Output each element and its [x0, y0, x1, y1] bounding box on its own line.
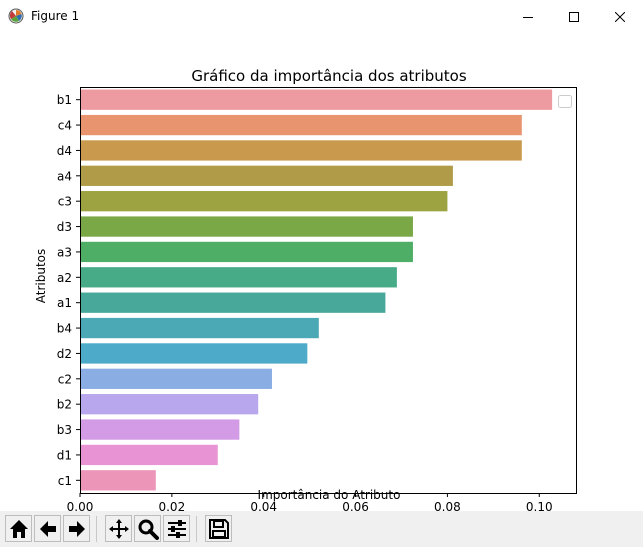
x-tick-label: 0.10: [526, 500, 553, 511]
zoom-icon: [138, 519, 159, 540]
close-button[interactable]: [597, 0, 643, 33]
bar-b4: [80, 317, 319, 339]
save-icon: [208, 518, 229, 539]
bar-a3: [80, 241, 413, 263]
window-titlebar: Figure 1: [0, 0, 643, 34]
y-tick-label: b2: [57, 398, 72, 412]
maximize-icon: [569, 11, 579, 22]
y-tick-label: d1: [57, 448, 72, 462]
minimize-button[interactable]: [505, 0, 551, 33]
y-tick-label: c3: [58, 195, 72, 209]
y-tick-label: d4: [57, 144, 72, 158]
y-tick-label: b3: [57, 423, 72, 437]
y-axis-ticks: b1 c4 d4 a4 c3 d3 a3 a2 a1 b4 d2 c2 b2 b3 d1 c1: [57, 93, 80, 488]
chart-title: Gráfico da importância dos atributos: [191, 67, 466, 85]
bar-a1: [80, 292, 386, 313]
bar-a4: [80, 165, 453, 186]
y-tick-label: a2: [57, 271, 72, 285]
legend-box: [558, 95, 572, 108]
bar-chart: Gráfico da importância dos atributos b1 c…: [34, 67, 577, 514]
y-tick-label: d2: [57, 347, 72, 361]
x-axis-label: Importância do Atributo: [258, 488, 401, 502]
bar-c1: [80, 470, 156, 491]
bars-group: [80, 89, 553, 491]
x-tick-label: 0.04: [250, 500, 277, 511]
axes-frame: [80, 87, 577, 494]
toolbar-separator: [96, 516, 97, 542]
bar-d2: [80, 343, 308, 364]
y-tick-label: d3: [57, 220, 72, 234]
y-tick-label: b4: [57, 322, 72, 336]
bar-c2: [80, 368, 272, 389]
pan-icon: [108, 518, 129, 539]
window-title: Figure 1: [31, 9, 80, 23]
maximize-button[interactable]: [551, 0, 597, 33]
back-button[interactable]: [34, 515, 61, 542]
bar-b1: [80, 89, 553, 110]
x-tick-label: 0.02: [158, 500, 185, 511]
y-axis-label: Atributos: [34, 249, 48, 304]
x-tick-label: 0.08: [434, 500, 461, 511]
forward-icon: [68, 520, 85, 537]
figure-canvas: Gráfico da importância dos atributos b1 c…: [0, 33, 643, 514]
configure-subplots-button[interactable]: [163, 515, 190, 542]
x-tick-label: 0.06: [342, 500, 369, 511]
bar-d3: [80, 216, 413, 237]
y-tick-label: c4: [58, 119, 72, 133]
x-tick-label: 0.00: [67, 500, 94, 511]
bar-d1: [80, 444, 218, 466]
y-tick-label: c1: [58, 474, 72, 488]
y-tick-label: b1: [57, 93, 72, 107]
minimize-icon: [523, 16, 533, 18]
matplotlib-logo-icon: [8, 8, 24, 24]
forward-button[interactable]: [63, 515, 90, 542]
bar-b3: [80, 419, 240, 440]
toolbar-separator: [196, 516, 197, 542]
bar-d4: [80, 140, 522, 161]
x-axis-ticks: 0.00 0.02 0.04 0.06 0.08 0.10: [67, 493, 553, 514]
pan-button[interactable]: [105, 515, 132, 542]
y-tick-label: a4: [57, 169, 72, 183]
y-tick-label: c2: [58, 372, 72, 386]
bar-c3: [80, 191, 448, 212]
close-icon: [615, 11, 625, 22]
save-button[interactable]: [205, 515, 232, 542]
configure-subplots-icon: [167, 519, 186, 538]
zoom-button[interactable]: [134, 515, 161, 542]
bar-c4: [80, 114, 522, 136]
home-icon: [9, 519, 28, 538]
home-button[interactable]: [5, 515, 32, 542]
back-icon: [39, 520, 56, 537]
navigation-toolbar: [0, 511, 643, 547]
bar-a2: [80, 267, 397, 288]
y-tick-label: a1: [57, 296, 72, 310]
y-tick-label: a3: [57, 245, 72, 259]
bar-b2: [80, 394, 259, 415]
